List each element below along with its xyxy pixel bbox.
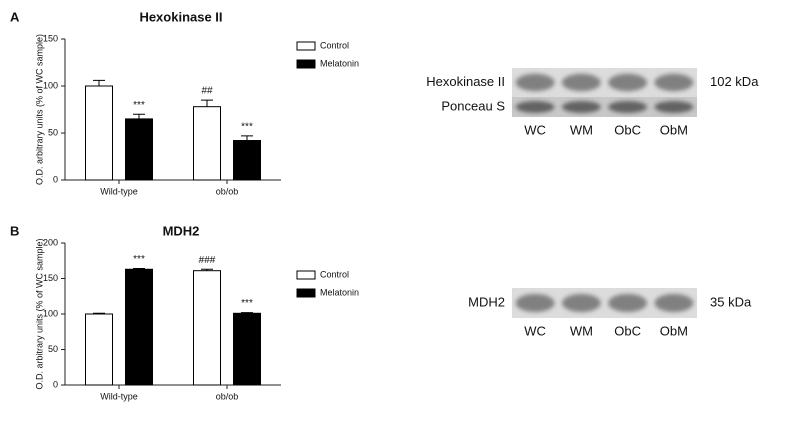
error-bar [241,312,253,314]
blot-row-label: Ponceau S [441,98,505,113]
blot-band [654,294,694,312]
bar [125,268,153,386]
bar [193,270,221,386]
blot-size-label: 102 kDa [710,74,759,89]
panel-label: B [10,223,19,238]
blot-band [654,73,694,92]
y-tick-label: 100 [43,308,58,318]
significance-label: *** [241,298,253,309]
y-tick-label: 200 [43,237,58,247]
bar [125,118,153,181]
x-tick-label: Wild-type [100,391,138,401]
error-bar [93,79,105,86]
significance-label: *** [133,254,145,265]
legend-swatch [296,41,316,51]
bar [233,140,261,181]
y-tick-label: 150 [43,273,58,283]
bar [85,85,113,181]
bar [193,106,221,181]
legend-swatch [296,270,316,280]
y-tick-label: 50 [48,127,58,137]
y-tick-label: 150 [43,33,58,43]
error-bar [201,99,213,107]
blot-lane-label: ObM [660,122,688,137]
legend-label: Control [320,269,349,279]
blot-band [608,73,648,92]
significance-label: *** [133,100,145,111]
blot-lane-label: ObM [660,323,688,338]
blot-band [561,294,601,312]
error-bar [133,268,145,270]
error-bar [241,135,253,141]
blot-band [561,101,601,113]
blot-lane-label: WM [570,323,593,338]
blot-band [654,101,694,113]
blot-strip [512,97,697,117]
legend-label: Melatonin [320,287,359,297]
blot-band [515,294,555,312]
blot-band [561,73,601,92]
y-tick-label: 50 [48,344,58,354]
blot-lane-label: WC [524,323,546,338]
error-bar [93,312,105,314]
blot-row-label: Hexokinase II [426,74,505,89]
blot-size-label: 35 kDa [710,294,752,309]
bar [85,313,113,386]
error-bar [201,268,213,271]
y-tick-label: 0 [53,174,58,184]
significance-label: ## [201,86,213,97]
chart-title: MDH2 [163,223,200,238]
legend-swatch [296,288,316,298]
blot-lane-label: WC [524,122,546,137]
y-tick-label: 0 [53,379,58,389]
blot-row-label: MDH2 [468,294,505,309]
legend-label: Melatonin [320,58,359,68]
x-tick-label: Wild-type [100,186,138,196]
y-axis-label: O.D. arbitrary units (% of WC sample) [34,238,44,389]
legend-label: Control [320,40,349,50]
error-bar [133,113,145,119]
blot-lane-label: ObC [614,122,641,137]
y-tick-label: 100 [43,80,58,90]
blot-lane-label: WM [570,122,593,137]
y-axis-label: O.D. arbitrary units (% of WC sample) [34,34,44,185]
blot-lane-label: ObC [614,323,641,338]
x-tick-label: ob/ob [216,391,239,401]
blot-band [608,101,648,113]
panel-label: A [10,9,20,24]
blot-band [515,73,555,92]
chart-title: Hexokinase II [139,9,222,24]
blot-band [608,294,648,312]
blot-band [515,101,555,113]
significance-label: ### [199,255,216,266]
bar [233,312,261,386]
x-tick-label: ob/ob [216,186,239,196]
significance-label: *** [241,121,253,132]
legend-swatch [296,59,316,69]
